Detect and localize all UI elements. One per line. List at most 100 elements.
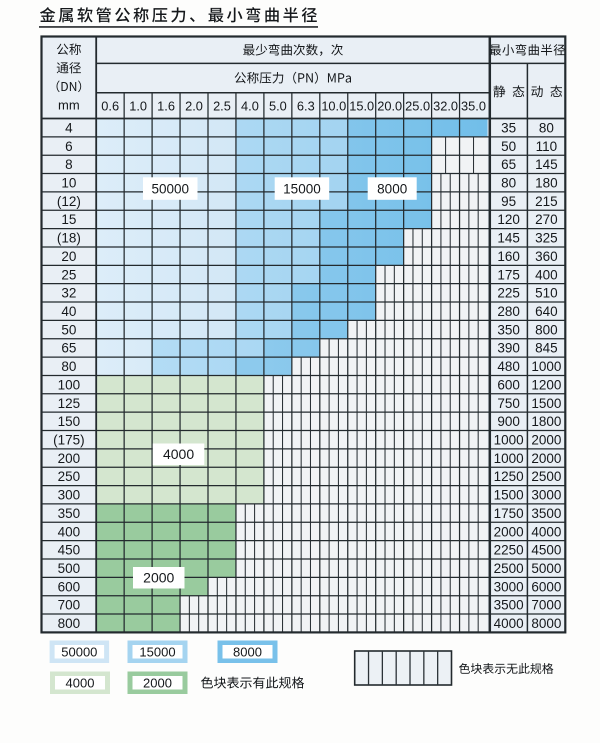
svg-text:15: 15 [61,212,76,227]
svg-text:8000: 8000 [233,644,262,659]
svg-text:270: 270 [535,212,558,227]
svg-text:2500: 2500 [531,469,561,484]
svg-text:80: 80 [61,359,76,374]
svg-text:95: 95 [501,194,516,209]
svg-text:50000: 50000 [151,181,189,196]
svg-text:10.0: 10.0 [321,98,346,113]
svg-text:2000: 2000 [494,524,524,539]
svg-text:(12): (12) [57,194,81,209]
svg-text:2000: 2000 [143,570,174,586]
svg-text:10: 10 [61,176,76,191]
svg-text:4000: 4000 [531,524,561,539]
svg-text:145: 145 [497,231,520,246]
svg-text:80: 80 [539,120,554,135]
svg-text:325: 325 [535,231,558,246]
svg-text:800: 800 [58,616,81,631]
svg-text:600: 600 [497,377,520,392]
svg-text:600: 600 [58,579,81,594]
svg-text:250: 250 [58,469,81,484]
svg-text:20.0: 20.0 [377,98,402,113]
svg-text:1000: 1000 [494,432,524,447]
svg-text:50000: 50000 [61,644,97,659]
svg-text:8000: 8000 [377,181,407,196]
svg-text:15000: 15000 [283,181,321,196]
svg-text:450: 450 [58,543,81,558]
svg-text:2000: 2000 [531,451,561,466]
svg-text:40: 40 [61,304,76,319]
svg-text:3000: 3000 [531,488,561,503]
svg-text:900: 900 [497,414,520,429]
svg-text:32.0: 32.0 [433,98,458,113]
svg-text:1800: 1800 [531,414,561,429]
svg-text:400: 400 [58,524,81,539]
svg-text:25: 25 [61,267,76,282]
svg-text:280: 280 [497,304,520,319]
svg-text:125: 125 [58,396,81,411]
svg-text:200: 200 [58,451,81,466]
svg-text:300: 300 [58,488,81,503]
svg-text:350: 350 [497,322,520,337]
svg-text:5.0: 5.0 [269,98,287,113]
svg-text:845: 845 [535,341,558,356]
svg-text:640: 640 [535,304,558,319]
svg-text:510: 510 [535,286,558,301]
svg-text:700: 700 [58,598,81,613]
svg-text:20: 20 [61,249,76,264]
svg-text:(175): (175) [53,432,85,447]
svg-text:4500: 4500 [531,543,561,558]
svg-text:2.5: 2.5 [213,98,231,113]
svg-text:25.0: 25.0 [405,98,430,113]
svg-text:4000: 4000 [66,675,95,690]
svg-text:65: 65 [501,157,516,172]
svg-text:1750: 1750 [494,506,524,521]
svg-text:2000: 2000 [143,675,172,690]
svg-text:4000: 4000 [163,446,194,462]
svg-text:215: 215 [535,194,558,209]
svg-text:1000: 1000 [531,359,561,374]
svg-text:350: 350 [58,506,81,521]
svg-text:5000: 5000 [531,561,561,576]
svg-text:480: 480 [497,359,520,374]
svg-text:80: 80 [501,176,516,191]
svg-text:mm: mm [58,98,80,113]
svg-text:175: 175 [497,267,520,282]
svg-text:1250: 1250 [494,469,524,484]
svg-text:2000: 2000 [531,432,561,447]
svg-text:4.0: 4.0 [241,98,259,113]
svg-text:180: 180 [535,176,558,191]
svg-text:8: 8 [65,157,73,172]
svg-text:120: 120 [497,212,520,227]
svg-text:50: 50 [61,322,76,337]
svg-text:100: 100 [58,377,81,392]
svg-text:8000: 8000 [531,616,561,631]
svg-text:2250: 2250 [494,543,524,558]
svg-text:4: 4 [65,120,73,135]
svg-text:7000: 7000 [531,598,561,613]
svg-text:160: 160 [497,249,520,264]
svg-text:6000: 6000 [531,579,561,594]
svg-text:15000: 15000 [139,644,175,659]
svg-text:360: 360 [535,249,558,264]
svg-text:32: 32 [61,286,76,301]
svg-text:4000: 4000 [494,616,524,631]
svg-text:0.6: 0.6 [101,98,119,113]
svg-text:2500: 2500 [494,561,524,576]
svg-text:1500: 1500 [531,396,561,411]
svg-text:400: 400 [535,267,558,282]
svg-text:(18): (18) [57,231,81,246]
svg-text:1500: 1500 [494,488,524,503]
svg-text:110: 110 [536,139,558,154]
svg-text:500: 500 [58,561,81,576]
svg-text:800: 800 [535,322,558,337]
svg-text:390: 390 [497,341,520,356]
svg-text:6.3: 6.3 [297,98,315,113]
svg-text:150: 150 [58,414,81,429]
svg-text:1.6: 1.6 [157,98,175,113]
svg-text:2.0: 2.0 [185,98,203,113]
svg-text:3000: 3000 [494,579,524,594]
svg-text:1200: 1200 [531,377,561,392]
svg-text:3500: 3500 [494,598,524,613]
svg-text:6: 6 [65,139,73,154]
svg-text:3500: 3500 [531,506,561,521]
svg-text:15.0: 15.0 [349,98,374,113]
